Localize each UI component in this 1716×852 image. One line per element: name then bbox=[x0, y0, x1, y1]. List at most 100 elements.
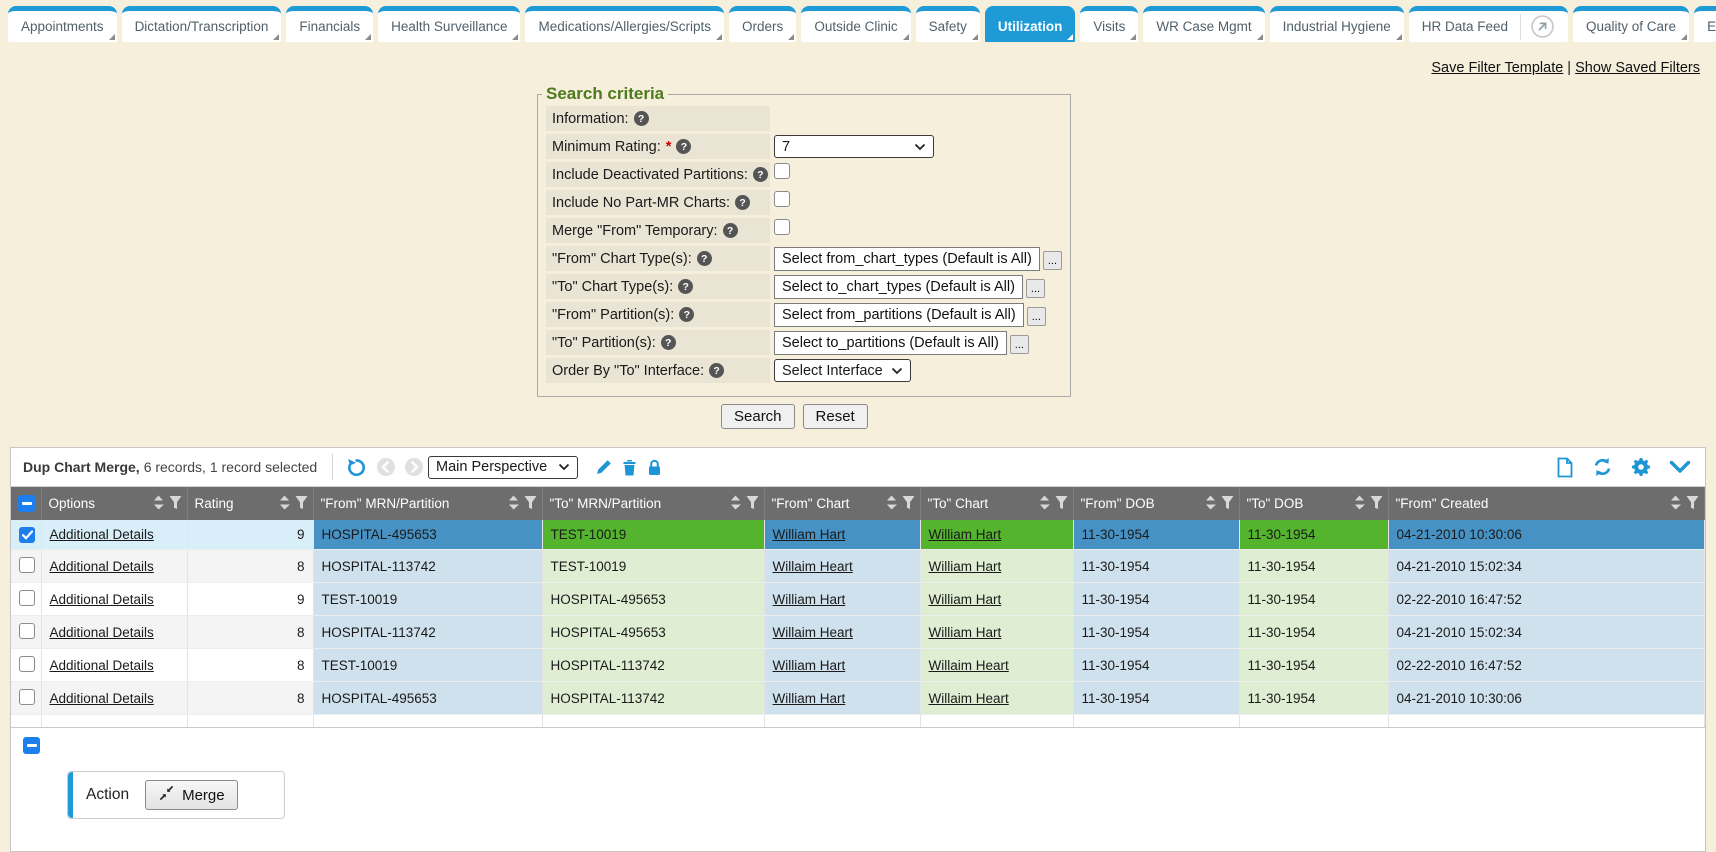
options-link[interactable]: Additional Details bbox=[49, 657, 154, 673]
tab-safety[interactable]: Safety bbox=[915, 6, 980, 42]
from_chart-link[interactable]: Willaim Heart bbox=[772, 558, 853, 574]
options-link[interactable]: Additional Details bbox=[49, 558, 154, 574]
from_chart-link[interactable]: William Hart bbox=[772, 690, 846, 706]
to_chart-link[interactable]: William Hart bbox=[928, 558, 1002, 574]
new-document-icon[interactable] bbox=[1555, 457, 1574, 478]
from_chart-link[interactable]: William Hart bbox=[772, 527, 846, 542]
help-icon[interactable]: ? bbox=[676, 139, 692, 154]
column-header-from_created[interactable]: "From" Created bbox=[1388, 487, 1705, 520]
merge-from-temporary-checkbox[interactable] bbox=[774, 219, 790, 235]
table-row[interactable]: Additional Details 9 HOSPITAL-495653 TEST-1… bbox=[11, 520, 1705, 550]
refresh-icon[interactable] bbox=[1592, 457, 1613, 477]
sort-icon[interactable] bbox=[508, 494, 519, 513]
row-checkbox[interactable] bbox=[19, 688, 35, 705]
table-row[interactable]: Additional Details 8 TEST-10019 HOSPITAL-11… bbox=[11, 648, 1705, 682]
table-row[interactable]: Additional Details 8 HOSPITAL-495653 HOSPIT… bbox=[11, 681, 1705, 715]
to-chart-type-s-picker[interactable]: Select to_chart_types (Default is All) bbox=[774, 275, 1023, 299]
collapse-chevron-icon[interactable] bbox=[1669, 460, 1691, 474]
nav-next-icon[interactable] bbox=[404, 457, 424, 477]
save-filter-template-link[interactable]: Save Filter Template bbox=[1431, 60, 1564, 76]
column-header-from_dob[interactable]: "From" DOB bbox=[1073, 487, 1240, 520]
sort-icon[interactable] bbox=[1205, 494, 1216, 513]
reset-button[interactable]: Reset bbox=[802, 404, 868, 429]
column-header-to_mrn[interactable]: "To" MRN/Partition bbox=[542, 487, 765, 520]
to_chart-link[interactable]: William Hart bbox=[928, 527, 1002, 542]
ellipsis-button[interactable]: ... bbox=[1009, 335, 1029, 354]
row-checkbox[interactable] bbox=[19, 556, 35, 573]
tab-medications-allergies-scripts[interactable]: Medications/Allergies/Scripts bbox=[525, 6, 725, 42]
filter-icon[interactable] bbox=[1221, 495, 1234, 512]
options-link[interactable]: Additional Details bbox=[49, 527, 154, 542]
filter-icon[interactable] bbox=[169, 495, 182, 512]
tab-quality-of-care[interactable]: Quality of Care bbox=[1573, 6, 1690, 42]
help-icon[interactable]: ? bbox=[660, 335, 676, 350]
column-header-to_dob[interactable]: "To" DOB bbox=[1239, 487, 1389, 520]
ellipsis-button[interactable]: ... bbox=[1025, 279, 1046, 298]
table-row[interactable]: Additional Details 8 HOSPITAL-113742 HOSPIT… bbox=[11, 615, 1705, 649]
help-icon[interactable]: ? bbox=[709, 363, 725, 378]
merge-button[interactable]: Merge bbox=[145, 780, 238, 810]
include-no-part-mr-charts-checkbox[interactable] bbox=[774, 191, 790, 207]
filter-icon[interactable] bbox=[746, 495, 759, 512]
tab-health-surveillance[interactable]: Health Surveillance bbox=[378, 6, 521, 42]
tab-outside-clinic[interactable]: Outside Clinic bbox=[801, 6, 911, 42]
sort-icon[interactable] bbox=[730, 494, 741, 513]
tab-hr-data-feed[interactable]: HR Data Feed bbox=[1408, 6, 1569, 42]
options-link[interactable]: Additional Details bbox=[49, 591, 154, 607]
options-link[interactable]: Additional Details bbox=[49, 624, 154, 640]
help-icon[interactable]: ? bbox=[722, 223, 738, 238]
tab-appointments[interactable]: Appointments bbox=[8, 6, 117, 42]
filter-icon[interactable] bbox=[295, 495, 308, 512]
filter-icon[interactable] bbox=[1055, 495, 1068, 512]
help-icon[interactable]: ? bbox=[633, 111, 649, 126]
options-link[interactable]: Additional Details bbox=[49, 690, 154, 706]
search-button[interactable]: Search bbox=[721, 404, 795, 429]
from_chart-link[interactable]: William Hart bbox=[772, 591, 846, 607]
perspective-select[interactable]: Main Perspective bbox=[428, 455, 578, 479]
tab-dictation-transcription[interactable]: Dictation/Transcription bbox=[121, 6, 282, 42]
to_chart-link[interactable]: William Hart bbox=[928, 624, 1002, 640]
filter-icon[interactable] bbox=[902, 495, 915, 512]
collapse-all-toggle[interactable] bbox=[23, 737, 40, 755]
help-icon[interactable]: ? bbox=[752, 167, 768, 182]
edit-icon[interactable] bbox=[594, 458, 613, 477]
row-checkbox[interactable] bbox=[19, 526, 35, 543]
tab-visits[interactable]: Visits bbox=[1080, 6, 1139, 42]
tab-wr-case-mgmt[interactable]: WR Case Mgmt bbox=[1143, 6, 1265, 42]
column-header-from_chart[interactable]: "From" Chart bbox=[764, 487, 921, 520]
help-icon[interactable]: ? bbox=[696, 251, 712, 266]
sort-icon[interactable] bbox=[1039, 494, 1050, 513]
gear-icon[interactable] bbox=[1631, 457, 1651, 477]
filter-icon[interactable] bbox=[524, 495, 537, 512]
from_chart-link[interactable]: Willaim Heart bbox=[772, 624, 853, 640]
sort-icon[interactable] bbox=[279, 494, 290, 513]
sort-icon[interactable] bbox=[153, 494, 164, 513]
sort-icon[interactable] bbox=[1354, 494, 1365, 513]
row-checkbox[interactable] bbox=[19, 589, 35, 606]
help-icon[interactable]: ? bbox=[735, 195, 751, 210]
table-row[interactable]: Additional Details 8 HOSPITAL-113742 TEST-1… bbox=[11, 549, 1705, 583]
to-partition-s-picker[interactable]: Select to_partitions (Default is All) bbox=[774, 331, 1007, 355]
filter-icon[interactable] bbox=[1370, 495, 1383, 512]
row-checkbox[interactable] bbox=[19, 655, 35, 672]
select-all-toggle[interactable] bbox=[18, 495, 35, 512]
tab-financials[interactable]: Financials bbox=[286, 6, 374, 42]
column-header-options[interactable]: Options bbox=[41, 487, 188, 520]
lock-icon[interactable] bbox=[646, 458, 663, 477]
delete-icon[interactable] bbox=[621, 458, 638, 477]
row-checkbox[interactable] bbox=[19, 622, 35, 639]
include-deactivated-partitions-checkbox[interactable] bbox=[774, 163, 790, 179]
column-header-to_chart[interactable]: "To" Chart bbox=[920, 487, 1074, 520]
tab-utilization[interactable]: Utilization bbox=[984, 6, 1076, 42]
show-saved-filters-link[interactable]: Show Saved Filters bbox=[1575, 60, 1700, 76]
undo-icon[interactable] bbox=[345, 457, 368, 478]
tab-industrial-hygiene[interactable]: Industrial Hygiene bbox=[1269, 6, 1404, 42]
to_chart-link[interactable]: William Hart bbox=[928, 591, 1002, 607]
minimum-rating-select[interactable]: 7 bbox=[774, 135, 934, 158]
from_chart-link[interactable]: William Hart bbox=[772, 657, 846, 673]
ellipsis-button[interactable]: ... bbox=[1026, 307, 1046, 326]
table-row[interactable]: Additional Details 9 TEST-10019 HOSPITAL-49… bbox=[11, 582, 1705, 616]
nav-prev-icon[interactable] bbox=[376, 457, 396, 477]
order-by-to-interface-select[interactable]: Select Interface bbox=[774, 359, 911, 382]
column-header-from_mrn[interactable]: "From" MRN/Partition bbox=[313, 487, 543, 520]
